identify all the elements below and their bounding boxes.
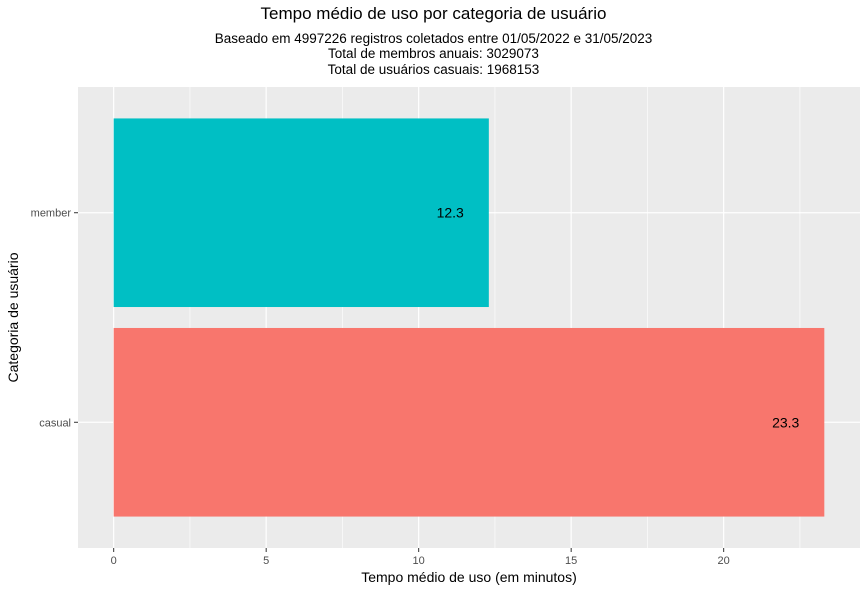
x-tick-label: 5 [263,555,269,567]
chart-subtitle-line-1: Baseado em 4997226 registros coletados e… [214,31,653,46]
data-label-member: 12.3 [437,205,464,221]
chart-subtitle-line-2: Total de membros anuais: 3029073 [328,46,539,61]
bar-member [113,118,489,308]
data-label-casual: 23.3 [772,414,799,430]
x-tick-label: 10 [413,555,425,567]
chart-subtitle-line-3: Total de usuários casuais: 1968153 [327,62,540,77]
x-tick-label: 20 [718,555,730,567]
chart-title: Tempo médio de uso por categoria de usuá… [260,4,607,23]
y-axis-title: Categoria de usuário [5,252,21,382]
x-axis-title: Tempo médio de uso (em minutos) [361,569,577,585]
y-tick-label-casual: casual [39,417,71,429]
x-tick-label: 15 [565,555,577,567]
y-tick-label-member: member [31,208,72,220]
x-tick-label: 0 [111,555,117,567]
bar-casual [113,327,825,517]
